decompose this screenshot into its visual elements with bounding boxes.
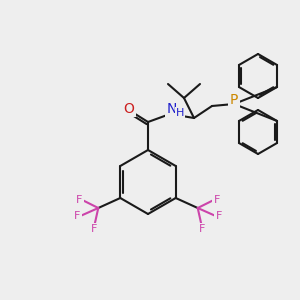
Text: F: F [199,224,205,234]
Text: F: F [91,224,98,234]
Text: F: F [215,211,222,221]
Text: F: F [76,195,83,205]
Text: N: N [167,102,177,116]
Text: F: F [74,211,80,221]
Text: O: O [124,102,134,116]
Text: P: P [230,93,238,107]
Text: F: F [214,195,220,205]
Text: H: H [176,108,184,118]
